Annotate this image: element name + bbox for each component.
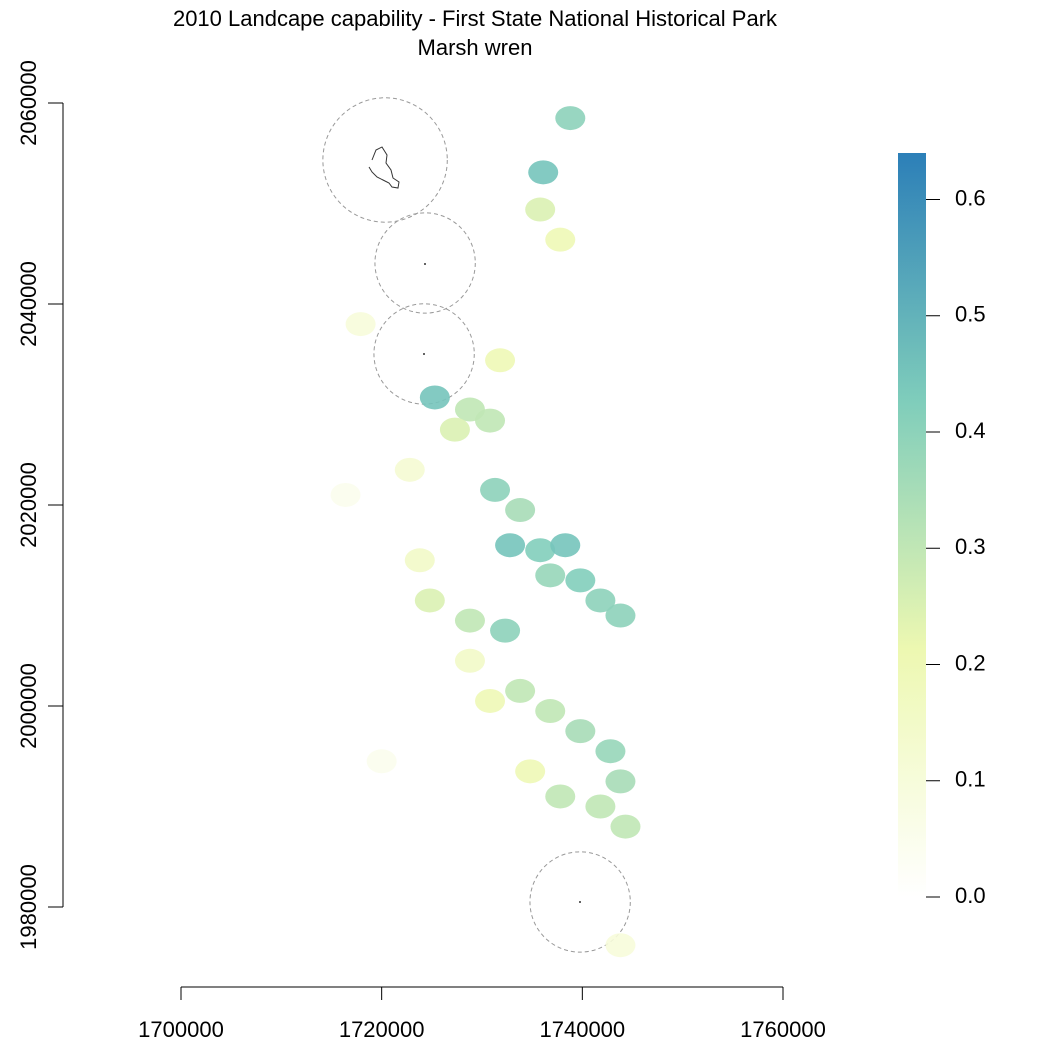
raster-cell [490,618,521,643]
y-tick-label: 2060000 [16,60,41,146]
raster-cell [480,477,511,502]
x-tick-label: 1760000 [740,1017,826,1042]
colorbar-tick-label: 0.5 [955,302,986,327]
chart-title: 2010 Landcape capability - First State N… [173,6,778,31]
colorbar-tick-label: 0.3 [955,534,986,559]
raster-cell [454,648,485,673]
raster-cell [345,312,376,337]
raster-cell [605,769,636,794]
map [322,97,641,958]
raster-cell [585,588,616,613]
site-dot [579,901,581,903]
raster-cell [545,784,576,809]
chart-subtitle: Marsh wren [418,35,533,60]
raster-cell [515,759,546,784]
raster-cell [366,749,397,774]
park-boundary [368,146,400,189]
raster-cell [419,385,450,410]
x-tick-label: 1700000 [138,1017,224,1042]
raster-cell [475,408,506,433]
raster-cell [610,814,641,839]
raster-cell [528,160,559,185]
colorbar-tick-label: 0.0 [955,883,986,908]
colorbar-tick-label: 0.1 [955,767,986,792]
colorbar-tick-label: 0.4 [955,418,986,443]
raster-cell [485,348,516,373]
colorbar-tick-label: 0.6 [955,185,986,210]
x-tick-label: 1720000 [339,1017,425,1042]
raster-cell [585,794,616,819]
raster-cell [525,538,556,563]
buffer [322,97,448,223]
y-tick-label: 2000000 [16,663,41,749]
buffer [529,851,631,953]
raster-cell [605,933,636,958]
raster-cell [414,588,445,613]
raster-cell [605,603,636,628]
raster-cell [535,699,566,724]
raster-cell [330,482,361,507]
colorbar [898,153,926,897]
raster-cell [495,533,526,558]
raster-cell [505,498,536,523]
raster-cell [555,106,586,131]
y-tick-label: 1980000 [16,864,41,950]
raster-cell [439,417,470,442]
raster-cell [394,457,425,482]
x-tick-label: 1740000 [540,1017,626,1042]
site-dot [424,263,426,265]
raster-cell [550,533,581,558]
raster-cell [505,678,536,703]
raster-cell [475,688,506,713]
site-dot [423,353,425,355]
y-tick-label: 2020000 [16,462,41,548]
raster-cell [595,739,626,764]
raster-cell [565,568,596,593]
colorbar-tick-label: 0.2 [955,650,986,675]
buffer [374,212,476,314]
raster-cell [454,608,485,633]
y-tick-label: 2040000 [16,261,41,347]
raster-cell [545,227,576,252]
raster-cell [565,719,596,744]
raster-cell [525,197,556,222]
raster-cell [535,563,566,588]
raster-cell [404,548,435,573]
